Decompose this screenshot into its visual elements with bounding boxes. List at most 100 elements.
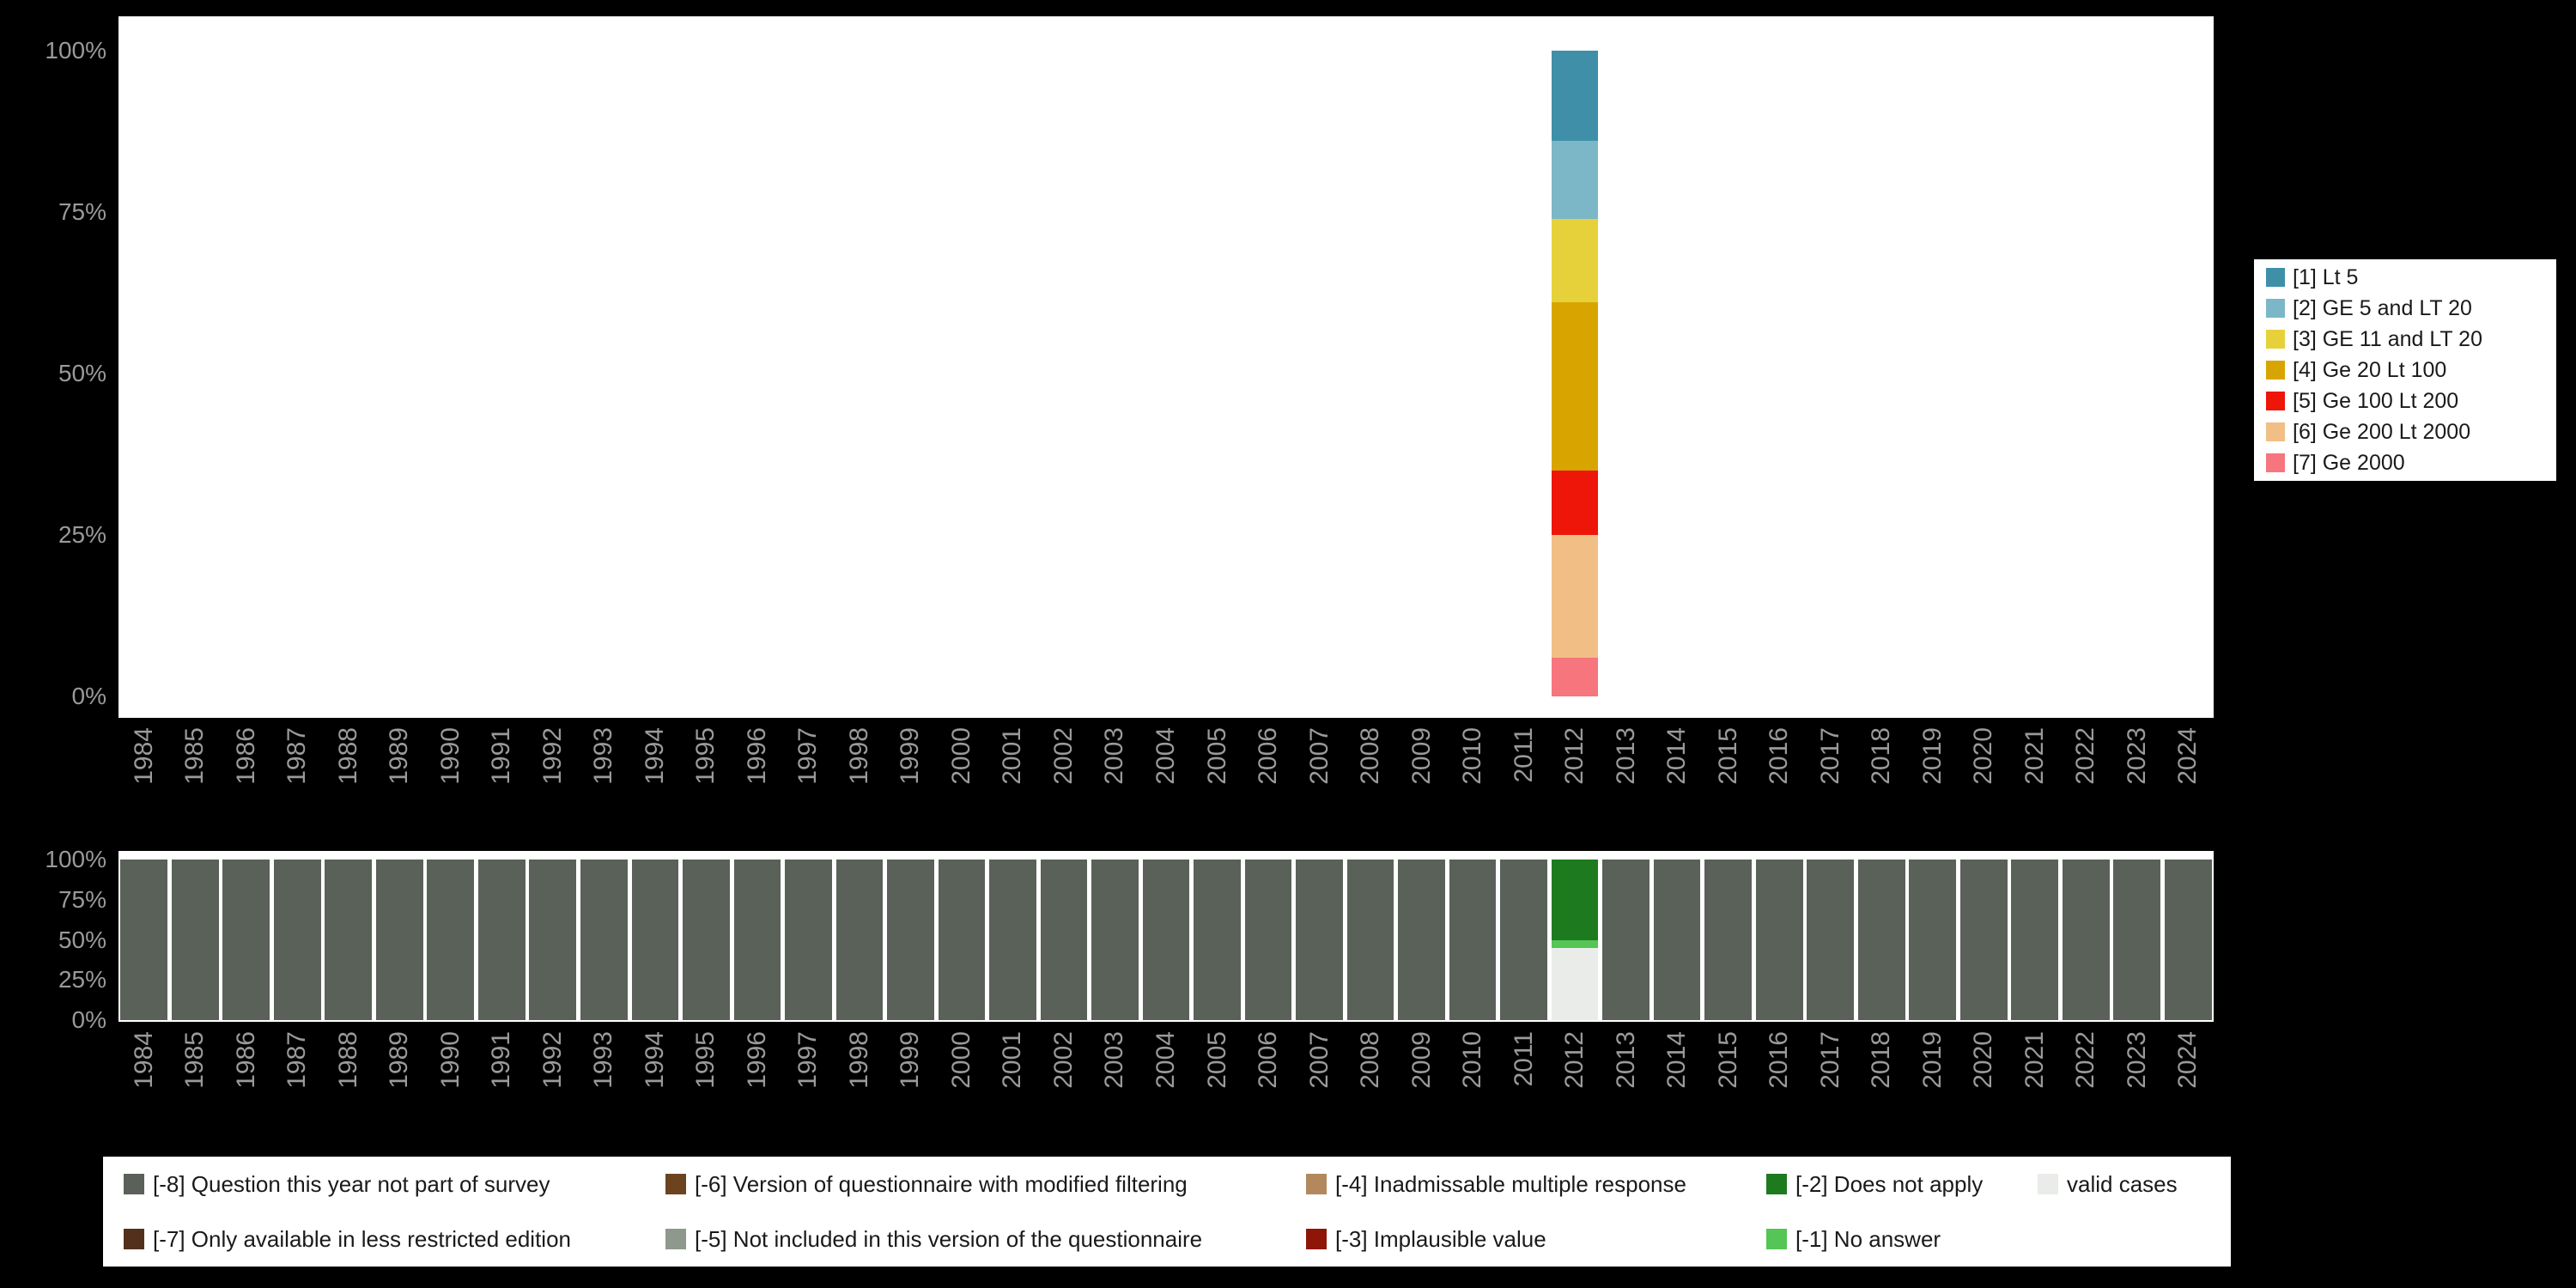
legend-item: [4] Ge 20 Lt 100 bbox=[2266, 358, 2556, 383]
stacked-bar-1984 bbox=[120, 860, 168, 1020]
legend-swatch bbox=[2038, 1174, 2058, 1194]
bar-segment bbox=[1449, 860, 1497, 1020]
x-axis-label: 1994 bbox=[640, 727, 669, 785]
legend-label: [-8] Question this year not part of surv… bbox=[153, 1170, 550, 1197]
x-axis-label: 2009 bbox=[1406, 727, 1436, 785]
x-axis-label: 1992 bbox=[538, 727, 567, 785]
x-axis-label: 2003 bbox=[1100, 1031, 1129, 1089]
legend-label: [1] Lt 5 bbox=[2293, 264, 2359, 289]
distribution-plot-area bbox=[118, 51, 2214, 696]
legend-item: [6] Ge 200 Lt 2000 bbox=[2266, 420, 2556, 445]
legend-label: [4] Ge 20 Lt 100 bbox=[2293, 357, 2447, 382]
y-axis-label: 0% bbox=[71, 1006, 106, 1033]
legend-item: [5] Ge 100 Lt 200 bbox=[2266, 389, 2556, 414]
x-axis-label: 2004 bbox=[1151, 727, 1180, 785]
x-axis-label: 1989 bbox=[385, 1031, 414, 1089]
x-axis-label: 1999 bbox=[896, 727, 925, 785]
legend-item: [-5] Not included in this version of the… bbox=[665, 1226, 1306, 1253]
bar-segment bbox=[1398, 860, 1445, 1020]
y-axis-label: 75% bbox=[58, 885, 106, 913]
stacked-bar-2024 bbox=[2164, 860, 2212, 1020]
x-axis-label: 1993 bbox=[589, 727, 618, 785]
missing-values-chart-panel bbox=[118, 851, 2214, 1022]
x-axis-label: 1999 bbox=[896, 1031, 925, 1089]
stacked-bar-2018 bbox=[1857, 860, 1905, 1020]
x-axis-label: 2014 bbox=[1662, 1031, 1692, 1089]
legend-swatch bbox=[665, 1174, 686, 1194]
stacked-bar-2002 bbox=[1040, 860, 1088, 1020]
x-axis-label: 1989 bbox=[385, 727, 414, 785]
bar-segment bbox=[1551, 947, 1599, 1020]
legend-label: [-6] Version of questionnaire with modif… bbox=[695, 1170, 1188, 1197]
stacked-bar-1994 bbox=[631, 860, 679, 1020]
x-axis-label: 1985 bbox=[180, 727, 210, 785]
bar-segment bbox=[2062, 860, 2110, 1020]
stacked-bar-2005 bbox=[1194, 860, 1241, 1020]
legend-item: [-7] Only available in less restricted e… bbox=[124, 1226, 665, 1253]
x-axis-label: 2020 bbox=[1969, 1031, 1998, 1089]
stacked-bar-2023 bbox=[2113, 860, 2161, 1020]
x-axis-label: 2017 bbox=[1815, 1031, 1844, 1089]
x-axis-label: 2019 bbox=[1917, 1031, 1947, 1089]
x-axis-label: 2002 bbox=[1048, 1031, 1078, 1089]
x-axis-label: 2014 bbox=[1662, 727, 1692, 785]
x-axis-label: 2000 bbox=[946, 727, 975, 785]
bar-segment bbox=[427, 860, 475, 1020]
legend-item: [-4] Inadmissable multiple response bbox=[1306, 1171, 1766, 1198]
bar-segment bbox=[1704, 860, 1752, 1020]
bar-segment bbox=[1552, 302, 1598, 471]
distribution-chart-panel bbox=[118, 16, 2214, 718]
bar-segment bbox=[1552, 51, 1598, 142]
x-axis-label: 1988 bbox=[333, 1031, 362, 1089]
x-axis-label: 2023 bbox=[2122, 727, 2151, 785]
legend-label: [-5] Not included in this version of the… bbox=[695, 1225, 1203, 1252]
legend-label: [-3] Implausible value bbox=[1335, 1225, 1546, 1252]
x-axis-label: 2022 bbox=[2071, 727, 2100, 785]
bar-segment bbox=[1959, 860, 2008, 1020]
x-axis-label: 1986 bbox=[231, 727, 260, 785]
stacked-bar-1986 bbox=[222, 860, 270, 1020]
legend-swatch bbox=[1306, 1229, 1327, 1249]
y-axis-label: 75% bbox=[58, 198, 106, 225]
x-axis-label: 2016 bbox=[1765, 727, 1794, 785]
bar-segment bbox=[120, 860, 168, 1020]
legend-label: [2] GE 5 and LT 20 bbox=[2293, 295, 2472, 320]
x-axis-label: 1990 bbox=[435, 727, 465, 785]
legend-swatch bbox=[124, 1229, 144, 1249]
bar-segment bbox=[1244, 860, 1292, 1020]
x-axis-label: 2015 bbox=[1713, 727, 1742, 785]
x-axis-label: 1997 bbox=[793, 727, 823, 785]
legend-label: [-7] Only available in less restricted e… bbox=[153, 1225, 572, 1252]
bar-segment bbox=[2011, 860, 2059, 1020]
bar-segment bbox=[1500, 860, 1547, 1020]
bar-segment bbox=[887, 860, 934, 1020]
stacked-bar-2014 bbox=[1653, 860, 1701, 1020]
x-axis-label: 2001 bbox=[998, 1031, 1027, 1089]
stacked-bar-2021 bbox=[2011, 860, 2059, 1020]
bar-segment bbox=[1602, 860, 1649, 1020]
x-axis-label: 2021 bbox=[2020, 1031, 2049, 1089]
x-axis-label: 2009 bbox=[1406, 1031, 1436, 1089]
x-axis-label: 2011 bbox=[1509, 727, 1538, 783]
stacked-bar-1995 bbox=[683, 860, 730, 1020]
y-axis-label: 50% bbox=[58, 360, 106, 386]
bar-segment bbox=[273, 860, 321, 1020]
stacked-bar-1993 bbox=[580, 860, 628, 1020]
bar-segment bbox=[2164, 860, 2212, 1020]
stacked-bar-2015 bbox=[1704, 860, 1752, 1020]
bar-segment bbox=[171, 860, 219, 1020]
x-axis-label: 1994 bbox=[640, 1031, 669, 1089]
x-axis-label: 2020 bbox=[1969, 727, 1998, 785]
legend-item: [-6] Version of questionnaire with modif… bbox=[665, 1171, 1306, 1198]
x-axis-label: 1993 bbox=[589, 1031, 618, 1089]
bar-segment bbox=[1653, 860, 1701, 1020]
bar-segment bbox=[1194, 860, 1241, 1020]
bar-segment bbox=[1909, 860, 1957, 1020]
bar-segment bbox=[683, 860, 730, 1020]
x-axis-label: 2005 bbox=[1202, 727, 1231, 785]
stacked-bar-2009 bbox=[1398, 860, 1445, 1020]
x-axis-label: 2024 bbox=[2173, 1031, 2202, 1089]
stacked-bar-1999 bbox=[887, 860, 934, 1020]
legend-label: [7] Ge 2000 bbox=[2293, 450, 2405, 475]
